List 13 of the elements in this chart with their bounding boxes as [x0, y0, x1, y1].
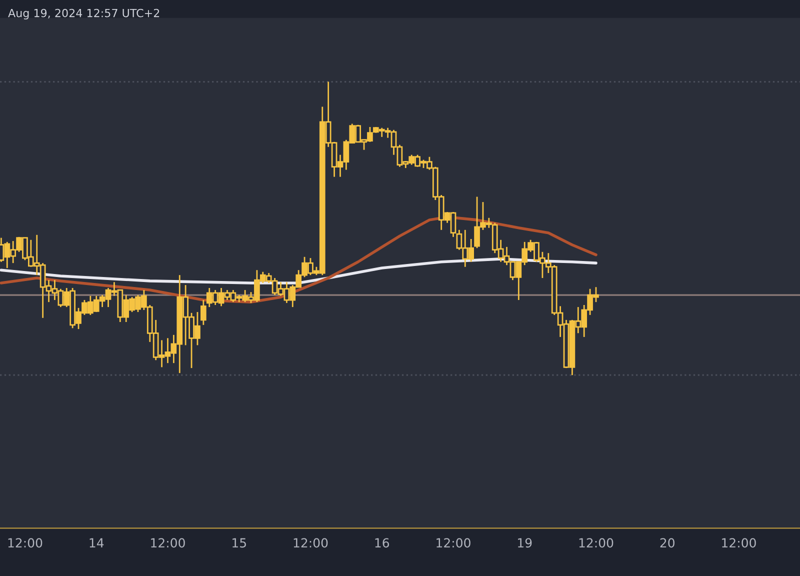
text: Aug 19, 2024 12:57 UTC+2 [8, 8, 160, 20]
x-tick-label: 19 [518, 538, 532, 548]
x-tick-label: 12:00 [8, 538, 42, 548]
x-tick-label: 15 [232, 538, 246, 548]
x-tick-label: 12:00 [579, 538, 614, 548]
x-tick-label: 20 [660, 538, 674, 548]
x-tick-label: 12:00 [722, 538, 756, 548]
x-tick-label: 16 [375, 538, 390, 548]
x-tick-label: 14 [90, 538, 104, 548]
x-tick-label: 12:00 [294, 538, 328, 548]
x-tick-label: 12:00 [436, 538, 470, 548]
candlestick [200, 299, 206, 326]
x-tick-label: 12:00 [151, 538, 185, 548]
